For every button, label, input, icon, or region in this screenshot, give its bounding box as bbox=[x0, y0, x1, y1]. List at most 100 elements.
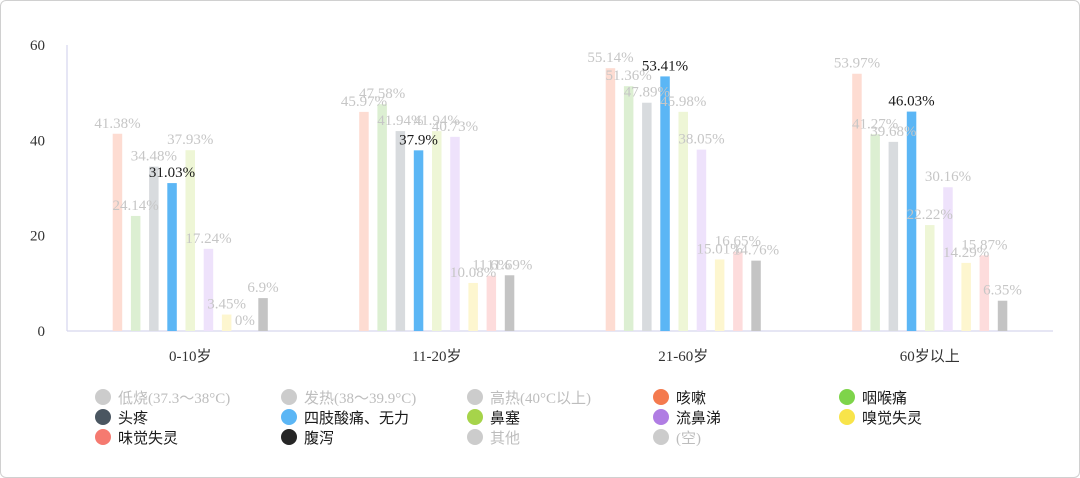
legend-item[interactable]: 低烧(37.3～38°C) bbox=[95, 387, 230, 407]
legend-swatch bbox=[653, 389, 669, 405]
data-label: 45.97% bbox=[341, 94, 387, 110]
data-label: 30.16% bbox=[925, 169, 971, 185]
legend-swatch bbox=[839, 389, 855, 405]
bar bbox=[203, 248, 214, 331]
legend-label: 流鼻涕 bbox=[676, 410, 722, 427]
data-label: 22.22% bbox=[907, 207, 953, 223]
x-tick-label: 0-10岁 bbox=[169, 348, 212, 365]
data-label: 55.14% bbox=[587, 50, 633, 66]
data-label: 38.05% bbox=[678, 132, 724, 148]
data-label: 14.29% bbox=[943, 245, 989, 261]
data-label-highlight: 46.03% bbox=[888, 94, 934, 110]
data-label: 17.24% bbox=[185, 231, 231, 247]
legend-swatch bbox=[281, 409, 297, 425]
bar bbox=[185, 150, 195, 331]
bar bbox=[642, 102, 652, 331]
bar bbox=[997, 300, 1008, 331]
legend-swatch bbox=[95, 389, 111, 405]
legend-swatch bbox=[653, 409, 669, 425]
data-label: 53.97% bbox=[834, 56, 880, 72]
legend-label: 鼻塞 bbox=[490, 410, 521, 427]
data-label: 11.6% bbox=[472, 258, 510, 274]
legend-swatch bbox=[281, 429, 297, 445]
data-label: 34.48% bbox=[131, 149, 177, 165]
legend-label: 腹泻 bbox=[304, 430, 335, 447]
data-label: 47.89% bbox=[624, 85, 670, 101]
legend-label: 头疼 bbox=[118, 410, 149, 427]
data-label: 37.93% bbox=[167, 132, 213, 148]
data-label: 45.98% bbox=[660, 94, 706, 110]
legend-item[interactable]: 其他 bbox=[467, 427, 520, 447]
bar bbox=[413, 150, 424, 331]
legend-item[interactable]: 头疼 bbox=[95, 407, 148, 427]
data-label-highlight: 31.03% bbox=[149, 165, 195, 181]
legend-swatch bbox=[839, 409, 855, 425]
legend-item[interactable]: 腹泻 bbox=[281, 427, 334, 447]
legend-swatch bbox=[467, 409, 483, 425]
legend-item[interactable]: 咽喉痛 bbox=[839, 387, 907, 407]
y-tick-label: 40 bbox=[30, 133, 45, 149]
legend-item[interactable]: 高热(40°C以上) bbox=[467, 387, 591, 407]
data-label: 51.36% bbox=[606, 68, 652, 84]
data-label: 3.45% bbox=[207, 297, 246, 313]
legend-item[interactable]: 四肢酸痛、无力 bbox=[281, 407, 409, 427]
bar bbox=[623, 86, 634, 332]
legend-item[interactable]: 嗅觉失灵 bbox=[839, 407, 922, 427]
bar bbox=[925, 225, 935, 331]
bar bbox=[504, 275, 515, 331]
bar bbox=[733, 251, 743, 331]
legend-item[interactable]: 鼻塞 bbox=[467, 407, 520, 427]
data-label: 15.01% bbox=[697, 241, 743, 257]
bar bbox=[167, 183, 177, 331]
data-label: 6.35% bbox=[983, 283, 1022, 299]
x-tick-label: 21-60岁 bbox=[658, 348, 708, 365]
bar bbox=[678, 111, 688, 331]
x-tick-label: 11-20岁 bbox=[412, 348, 461, 365]
data-label: 10.08% bbox=[450, 265, 496, 281]
legend-item[interactable]: 味觉失灵 bbox=[95, 427, 178, 447]
bar bbox=[979, 255, 990, 331]
data-labels: 41.38% 24.14% 34.48%31.03% 37.93% 17.24% 3.45… bbox=[94, 50, 1022, 329]
x-axis: 0-10岁 11-20岁 21-60岁 60岁以上 bbox=[67, 330, 1053, 365]
legend-swatch bbox=[467, 429, 483, 445]
data-label-highlight: 37.9% bbox=[399, 132, 438, 148]
legend-label: 其他 bbox=[490, 430, 521, 447]
bar bbox=[130, 215, 141, 331]
bar bbox=[395, 131, 406, 331]
bar bbox=[660, 76, 670, 332]
bar bbox=[852, 73, 862, 332]
data-label: 41.94% bbox=[377, 113, 423, 129]
bar bbox=[468, 282, 478, 331]
legend-item[interactable]: 流鼻涕 bbox=[653, 407, 721, 427]
data-label: 6.9% bbox=[247, 280, 278, 296]
legend-label: 低烧(37.3～38°C) bbox=[118, 390, 231, 407]
data-label: 24.14% bbox=[113, 198, 159, 214]
data-label: 40.73% bbox=[432, 119, 478, 135]
x-tick-label: 60岁以上 bbox=[900, 348, 960, 365]
data-label: 39.68% bbox=[870, 124, 916, 140]
y-axis: 0 20 40 60 bbox=[30, 38, 68, 340]
legend-label: 高热(40°C以上) bbox=[490, 390, 591, 407]
legend-label: 发热(38～39.9°C) bbox=[304, 390, 417, 407]
bar bbox=[258, 298, 268, 331]
y-tick-label: 60 bbox=[30, 38, 45, 54]
legend-item[interactable]: (空) bbox=[653, 427, 701, 447]
data-label-highlight: 53.41% bbox=[642, 58, 688, 74]
y-tick-label: 20 bbox=[30, 229, 45, 245]
legend-label: 嗅觉失灵 bbox=[862, 410, 923, 427]
legend-label: 味觉失灵 bbox=[118, 430, 179, 447]
legend-swatch bbox=[95, 409, 111, 425]
legend-item[interactable]: 发热(38～39.9°C) bbox=[281, 387, 416, 407]
bar bbox=[221, 314, 232, 331]
bar bbox=[149, 166, 159, 331]
bar bbox=[377, 104, 387, 332]
bar-chart: 0 20 40 60 0-10岁 11-20岁 21-60岁 60岁以上 41.38% 24.… bbox=[30, 38, 1053, 365]
legend-label: 四肢酸痛、无力 bbox=[304, 410, 410, 427]
bar bbox=[888, 141, 899, 331]
data-label: 41.38% bbox=[94, 116, 140, 132]
bar bbox=[605, 68, 616, 331]
legend-label: (空) bbox=[676, 430, 701, 447]
bar bbox=[112, 133, 123, 331]
legend-item[interactable]: 咳嗽 bbox=[653, 387, 706, 407]
